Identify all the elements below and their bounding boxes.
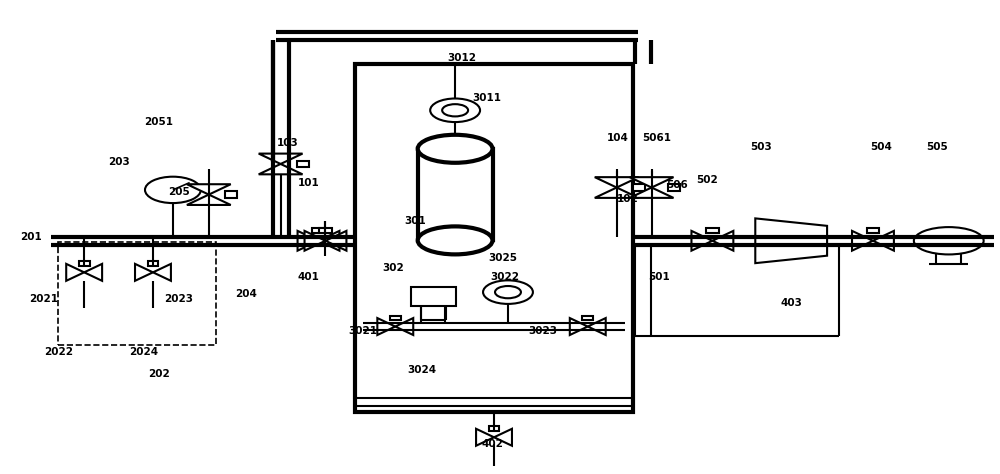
Polygon shape: [259, 154, 303, 164]
Bar: [668, 184, 680, 191]
Polygon shape: [630, 188, 674, 198]
Text: 504: 504: [870, 142, 892, 152]
Text: 3024: 3024: [408, 365, 437, 375]
Bar: [58, 242, 216, 346]
Bar: [225, 191, 237, 198]
Text: 101: 101: [298, 178, 319, 188]
Text: 2024: 2024: [129, 347, 159, 357]
Polygon shape: [305, 231, 325, 251]
Text: 3023: 3023: [528, 326, 557, 336]
Text: 401: 401: [298, 272, 319, 282]
Ellipse shape: [418, 135, 493, 163]
Polygon shape: [595, 177, 639, 188]
Polygon shape: [84, 264, 102, 281]
Bar: [867, 228, 879, 233]
Polygon shape: [66, 264, 84, 281]
Polygon shape: [135, 264, 153, 281]
Bar: [489, 426, 499, 431]
Circle shape: [483, 280, 533, 304]
Polygon shape: [852, 231, 873, 251]
Circle shape: [495, 286, 521, 298]
Polygon shape: [755, 219, 827, 263]
Bar: [297, 161, 309, 167]
Bar: [411, 287, 456, 306]
Bar: [582, 316, 593, 320]
Text: 3011: 3011: [473, 93, 502, 103]
Circle shape: [145, 177, 201, 203]
Polygon shape: [494, 429, 512, 446]
Text: 204: 204: [235, 289, 257, 299]
Circle shape: [430, 99, 480, 122]
Bar: [355, 64, 633, 412]
Polygon shape: [259, 164, 303, 174]
Polygon shape: [377, 318, 395, 335]
Polygon shape: [319, 231, 339, 251]
Polygon shape: [395, 318, 413, 335]
Text: 402: 402: [481, 439, 503, 449]
Circle shape: [442, 104, 468, 117]
Bar: [418, 149, 493, 240]
Polygon shape: [595, 188, 639, 198]
Text: 2051: 2051: [144, 117, 173, 127]
Polygon shape: [873, 231, 894, 251]
Text: 2022: 2022: [44, 347, 73, 357]
Bar: [633, 184, 645, 191]
Text: 104: 104: [607, 133, 629, 143]
Text: 502: 502: [697, 174, 718, 184]
Polygon shape: [570, 318, 588, 335]
Polygon shape: [325, 231, 346, 251]
Ellipse shape: [418, 227, 493, 255]
Text: 3021: 3021: [348, 326, 377, 336]
Ellipse shape: [914, 227, 984, 255]
Text: 2023: 2023: [164, 294, 193, 304]
Text: 203: 203: [108, 156, 130, 166]
Bar: [312, 228, 325, 233]
Text: 3012: 3012: [448, 53, 477, 63]
Text: 202: 202: [148, 369, 170, 379]
Text: 403: 403: [780, 298, 802, 308]
Text: 102: 102: [617, 194, 639, 204]
Text: 301: 301: [404, 216, 426, 226]
Text: 205: 205: [168, 187, 190, 197]
Text: 501: 501: [649, 272, 670, 282]
Text: 3025: 3025: [488, 253, 517, 263]
Text: 201: 201: [20, 232, 42, 242]
Text: 506: 506: [667, 180, 688, 190]
Polygon shape: [588, 318, 606, 335]
Polygon shape: [476, 429, 494, 446]
Polygon shape: [298, 231, 319, 251]
Bar: [390, 316, 401, 320]
Text: 505: 505: [926, 142, 948, 152]
Text: 302: 302: [382, 263, 404, 273]
Polygon shape: [187, 195, 231, 205]
Bar: [706, 228, 719, 233]
Bar: [148, 261, 158, 266]
Text: 2021: 2021: [29, 294, 58, 304]
Polygon shape: [153, 264, 171, 281]
Text: 5061: 5061: [642, 133, 671, 143]
Text: 3022: 3022: [490, 272, 519, 282]
Polygon shape: [187, 184, 231, 195]
Text: 103: 103: [277, 138, 298, 148]
Bar: [79, 261, 90, 266]
Polygon shape: [691, 231, 712, 251]
Bar: [319, 228, 332, 233]
Polygon shape: [630, 177, 674, 188]
Polygon shape: [712, 231, 733, 251]
Text: 503: 503: [750, 142, 772, 152]
